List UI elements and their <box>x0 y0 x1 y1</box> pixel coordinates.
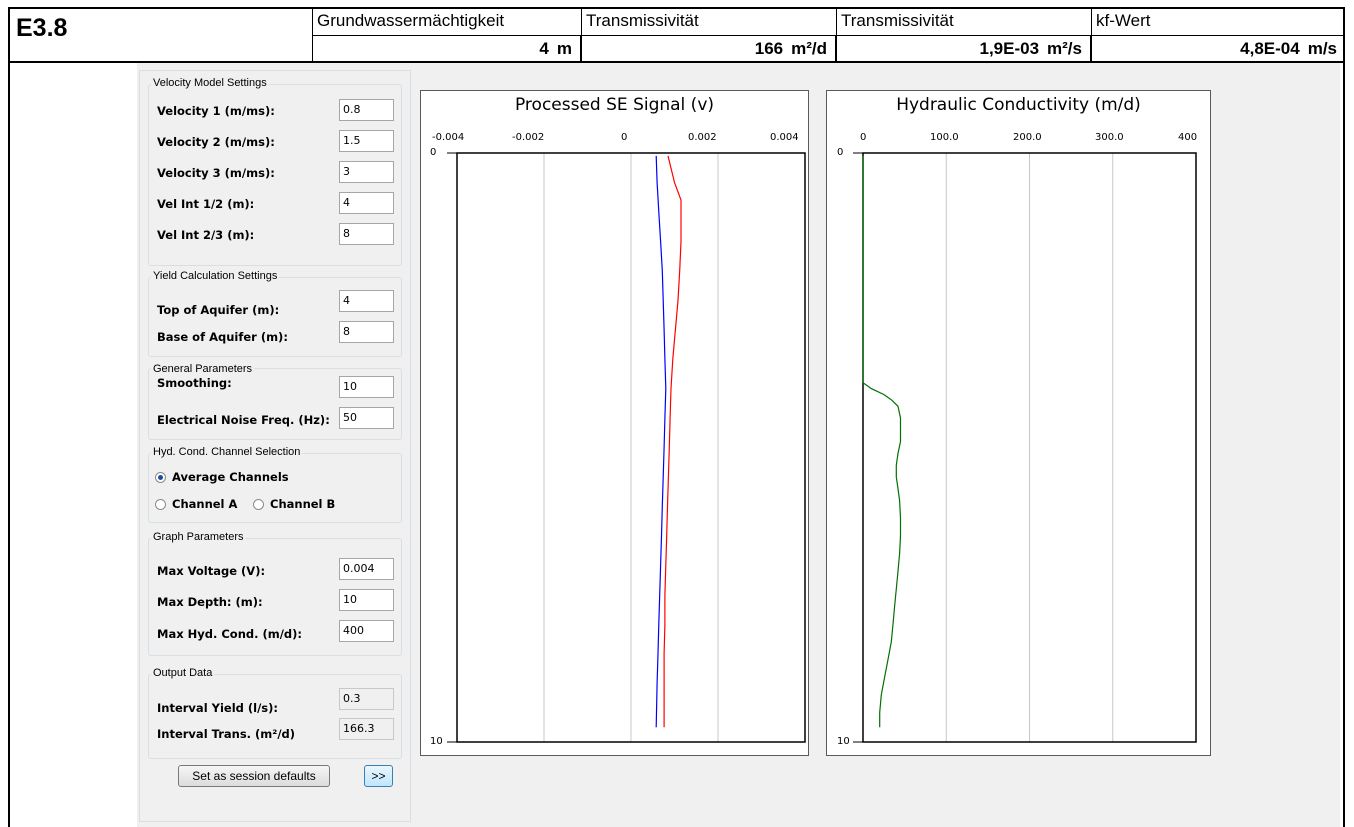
hc-x-tick-4: 400 <box>1178 132 1198 143</box>
velocity-1-label: Velocity 1 (m/ms): <box>157 104 275 118</box>
vel-int-12-label: Vel Int 1/2 (m): <box>157 197 255 211</box>
interval-trans-label: Interval Trans. (m²/d) <box>157 727 296 741</box>
se-y-tick-10: 10 <box>430 736 443 747</box>
header-value: 1,9E-03 <box>979 39 1040 58</box>
output-data-title: Output Data <box>151 667 215 679</box>
header-value: 4 <box>539 39 549 58</box>
velocity-2-label: Velocity 2 (m/ms): <box>157 135 275 149</box>
hc-x-tick-3: 300.0 <box>1095 132 1124 143</box>
se-signal-chart: Processed SE Signal (v) -0.004 -0.002 0 … <box>420 90 809 756</box>
base-aquifer-input[interactable]: 8 <box>339 321 394 343</box>
se-x-tick-2: 0 <box>621 132 628 143</box>
channel-b-radio[interactable] <box>253 499 264 510</box>
channel-selection-title: Hyd. Cond. Channel Selection <box>151 446 303 458</box>
graph-params-group <box>148 538 402 656</box>
series-line-1 <box>663 155 682 728</box>
se-x-tick-1: -0.002 <box>512 132 545 143</box>
hc-x-tick-2: 200.0 <box>1013 132 1042 143</box>
hc-x-tick-0: 0 <box>860 132 867 143</box>
max-hyd-cond-label: Max Hyd. Cond. (m/d): <box>157 627 303 641</box>
channel-a-radio[interactable] <box>155 499 166 510</box>
se-y-tick-0: 0 <box>430 147 437 158</box>
header-label-kf: kf-Wert <box>1092 9 1345 36</box>
max-voltage-input[interactable]: 0.004 <box>339 558 394 580</box>
max-hyd-cond-input[interactable]: 400 <box>339 620 394 642</box>
header-unit: m <box>556 39 572 58</box>
max-depth-label: Max Depth: (m): <box>157 595 263 609</box>
max-voltage-label: Max Voltage (V): <box>157 564 266 578</box>
top-aquifer-input[interactable]: 4 <box>339 290 394 312</box>
se-x-tick-4: 0.004 <box>770 132 799 143</box>
top-aquifer-label: Top of Aquifer (m): <box>157 303 280 317</box>
plot-frame <box>456 152 806 743</box>
velocity-model-title: Velocity Model Settings <box>151 77 269 89</box>
velocity-model-group <box>148 84 402 266</box>
graph-params-title: Graph Parameters <box>151 531 246 543</box>
hc-y-tick-0: 0 <box>837 147 844 158</box>
se-x-tick-0: -0.004 <box>432 132 465 143</box>
header-unit: m²/d <box>791 39 827 58</box>
interval-yield-label: Interval Yield (l/s): <box>157 701 278 715</box>
max-depth-input[interactable]: 10 <box>339 589 394 611</box>
noise-freq-label: Electrical Noise Freq. (Hz): <box>157 413 330 427</box>
header-value-transmissivity-d: 166 m²/d <box>582 36 837 63</box>
yield-calc-group <box>148 277 402 357</box>
series-line-0 <box>862 155 902 728</box>
se-signal-chart-title: Processed SE Signal (v) <box>514 95 715 115</box>
header-unit: m/s <box>1307 39 1337 58</box>
hc-y-tick-10: 10 <box>837 736 850 747</box>
vel-int-12-input[interactable]: 4 <box>339 192 394 214</box>
average-channels-radio[interactable] <box>155 472 166 483</box>
header-label-transmissivity-s: Transmissivität <box>837 9 1092 36</box>
noise-freq-input[interactable]: 50 <box>339 407 394 429</box>
se-x-tick-3: 0.002 <box>688 132 717 143</box>
se-signal-plot <box>447 152 806 743</box>
velocity-3-label: Velocity 3 (m/ms): <box>157 166 275 180</box>
header-unit: m²/s <box>1047 39 1082 58</box>
frame-left-line <box>8 62 10 827</box>
channel-selection-group <box>148 453 402 523</box>
general-params-title: General Parameters <box>151 363 255 375</box>
output-data-group <box>148 674 402 759</box>
velocity-3-input[interactable]: 3 <box>339 161 394 183</box>
header-value: 166 <box>754 39 784 58</box>
plot-frame <box>862 152 1197 743</box>
settings-panel: Velocity Model Settings Velocity 1 (m/ms… <box>139 70 411 822</box>
hc-x-tick-1: 100.0 <box>930 132 959 143</box>
frame-right-line <box>1343 62 1345 827</box>
borehole-code: E3.8 <box>10 9 313 63</box>
summary-header: E3.8 Grundwassermächtigkeit Transmissivi… <box>8 7 1345 63</box>
smoothing-label: Smoothing: <box>157 376 232 390</box>
channel-b-label[interactable]: Channel B <box>270 497 336 511</box>
channel-a-label[interactable]: Channel A <box>172 497 238 511</box>
header-value-transmissivity-s: 1,9E-03 m²/s <box>837 36 1092 63</box>
base-aquifer-label: Base of Aquifer (m): <box>157 330 288 344</box>
header-label-transmissivity-d: Transmissivität <box>582 9 837 36</box>
yield-calc-title: Yield Calculation Settings <box>151 270 280 282</box>
set-session-defaults-button[interactable]: Set as session defaults <box>178 765 330 787</box>
velocity-2-input[interactable]: 1.5 <box>339 130 394 152</box>
velocity-1-input[interactable]: 0.8 <box>339 99 394 121</box>
header-value-kf: 4,8E-04 m/s <box>1092 36 1345 63</box>
vel-int-23-input[interactable]: 8 <box>339 223 394 245</box>
next-button[interactable]: >> <box>364 765 393 787</box>
smoothing-input[interactable]: 10 <box>339 376 394 398</box>
hyd-cond-chart-title: Hydraulic Conductivity (m/d) <box>896 95 1141 115</box>
hydraulic-conductivity-chart: Hydraulic Conductivity (m/d) 0 100.0 200… <box>826 90 1211 756</box>
header-value: 4,8E-04 <box>1240 39 1300 58</box>
series-line-0 <box>655 155 667 728</box>
header-label-aquifer-thickness: Grundwassermächtigkeit <box>313 9 582 36</box>
interval-trans-output: 166.3 <box>339 718 394 740</box>
vel-int-23-label: Vel Int 2/3 (m): <box>157 228 255 242</box>
average-channels-label[interactable]: Average Channels <box>172 470 289 484</box>
interval-yield-output: 0.3 <box>339 688 394 710</box>
general-params-group <box>148 368 402 440</box>
hyd-cond-plot <box>853 152 1197 743</box>
